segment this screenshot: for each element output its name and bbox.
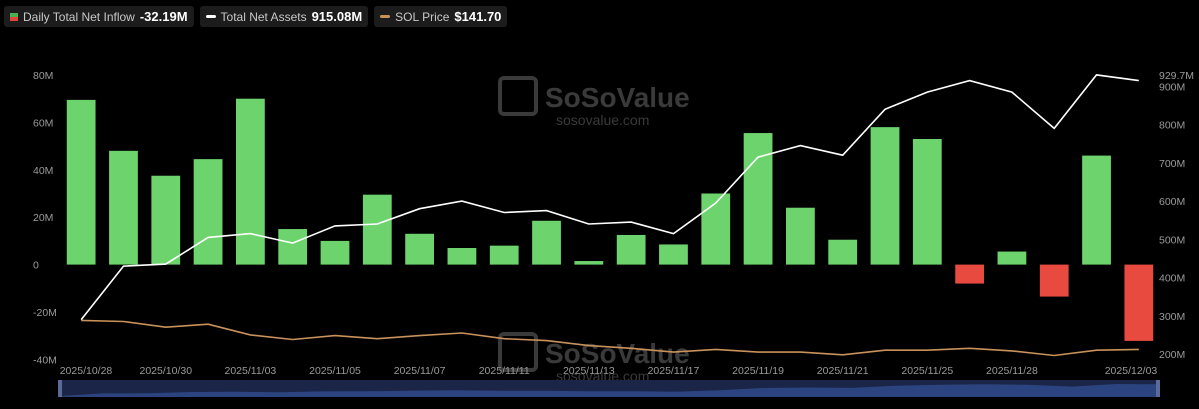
left-tick-label: -40M <box>33 354 57 366</box>
bar-swatch-icon <box>10 12 18 21</box>
right-tick-label: 800M <box>1159 120 1185 132</box>
inflow-bar[interactable] <box>447 248 477 265</box>
legend-sol-price-value: $141.70 <box>454 9 502 24</box>
inflow-bar[interactable] <box>532 220 561 265</box>
line-swatch-icon <box>380 15 391 18</box>
inflow-bar[interactable] <box>828 239 858 265</box>
left-tick-label: 0 <box>33 260 39 272</box>
inflow-bar[interactable] <box>278 229 308 265</box>
inflow-bar[interactable] <box>616 234 646 265</box>
right-tick-label: 400M <box>1159 273 1185 285</box>
left-tick-label: 20M <box>33 212 53 224</box>
navigator-right-handle[interactable] <box>1156 380 1160 397</box>
x-tick-label: 2025/11/21 <box>817 365 869 377</box>
x-tick-label: 2025/11/13 <box>563 365 615 377</box>
net-assets-line <box>80 74 1139 321</box>
right-tick-label: 929.7M <box>1159 70 1194 82</box>
navigator-left-handle[interactable] <box>58 380 62 397</box>
inflow-bar[interactable] <box>1082 155 1111 265</box>
legend-net-inflow-label: Daily Total Net Inflow <box>23 9 135 24</box>
series-lines <box>80 74 1139 357</box>
legend-sol-price-label: SOL Price <box>395 9 450 24</box>
inflow-bar[interactable] <box>193 159 223 265</box>
inflow-bar[interactable] <box>236 98 265 265</box>
inflow-bar[interactable] <box>1124 264 1154 341</box>
x-tick-label: 2025/11/11 <box>479 365 530 377</box>
legend-net-assets-label: Total Net Assets <box>220 9 307 24</box>
inflow-bar[interactable] <box>151 175 181 265</box>
inflow-bar[interactable] <box>489 245 519 265</box>
x-tick-label: 2025/12/03 <box>1105 365 1158 377</box>
inflow-bar[interactable] <box>362 194 392 265</box>
legend-net-inflow[interactable]: Daily Total Net Inflow -32.19M <box>4 6 194 27</box>
x-tick-label: 2025/11/17 <box>648 365 700 377</box>
legend-net-assets-value: 915.08M <box>311 9 363 24</box>
left-y-axis: 80M 60M 40M 20M 0 -20M -40M <box>33 70 57 366</box>
navigator-preview <box>60 384 1160 397</box>
watermark-logo-icon <box>498 332 538 372</box>
watermark-logo-icon <box>498 76 538 116</box>
watermark-layer: SoSoValue sosovalue.com SoSoValue sosova… <box>498 76 690 384</box>
inflow-bar[interactable] <box>405 233 434 265</box>
x-axis: 2025/10/28 2025/10/30 2025/11/03 2025/11/05… <box>60 365 1158 377</box>
inflow-bar[interactable] <box>870 127 900 265</box>
x-tick-label: 2025/10/28 <box>60 365 113 377</box>
left-tick-label: 80M <box>33 70 53 82</box>
right-tick-label: 200M <box>1159 349 1185 361</box>
legend-net-assets[interactable]: Total Net Assets 915.08M <box>199 6 369 27</box>
inflow-bar[interactable] <box>1039 264 1069 297</box>
right-tick-label: 900M <box>1159 81 1185 93</box>
x-tick-label: 2025/11/28 <box>986 365 1038 377</box>
x-tick-label: 2025/11/25 <box>901 365 953 377</box>
watermark-brand: SoSoValue <box>545 82 690 113</box>
right-tick-label: 700M <box>1159 158 1185 170</box>
x-tick-label: 2025/11/03 <box>224 365 276 377</box>
inflow-bar[interactable] <box>66 99 96 265</box>
inflow-bar[interactable] <box>574 261 604 265</box>
sol-price-line <box>81 319 1139 357</box>
inflow-bar[interactable] <box>743 133 773 265</box>
inflow-bar[interactable] <box>786 207 815 265</box>
left-tick-label: -20M <box>33 307 57 319</box>
inflow-bar[interactable] <box>109 150 138 265</box>
right-tick-label: 600M <box>1159 196 1185 208</box>
x-tick-label: 2025/11/19 <box>732 365 784 377</box>
left-tick-label: 40M <box>33 165 53 177</box>
line-swatch-icon <box>205 15 216 18</box>
inflow-bar[interactable] <box>955 264 984 284</box>
inflow-bar[interactable] <box>659 244 688 265</box>
inflow-bars <box>66 98 1154 341</box>
x-tick-label: 2025/11/05 <box>309 365 361 377</box>
inflow-bar[interactable] <box>701 193 731 265</box>
legend-net-inflow-value: -32.19M <box>139 9 188 24</box>
x-tick-label: 2025/11/07 <box>394 365 446 377</box>
right-tick-label: 500M <box>1159 234 1185 246</box>
legend-sol-price[interactable]: SOL Price $141.70 <box>374 6 508 27</box>
x-tick-label: 2025/10/30 <box>139 365 192 377</box>
watermark-url: sosovalue.com <box>556 112 649 128</box>
inflow-bar[interactable] <box>320 240 350 265</box>
watermark-top: SoSoValue sosovalue.com <box>498 76 690 128</box>
right-tick-label: 300M <box>1159 311 1185 323</box>
range-navigator[interactable] <box>58 380 1160 397</box>
left-tick-label: 60M <box>33 117 53 129</box>
chart-legend: Daily Total Net Inflow -32.19M Total Net… <box>4 6 508 27</box>
inflow-bar[interactable] <box>997 251 1027 265</box>
inflow-bar[interactable] <box>912 138 942 265</box>
